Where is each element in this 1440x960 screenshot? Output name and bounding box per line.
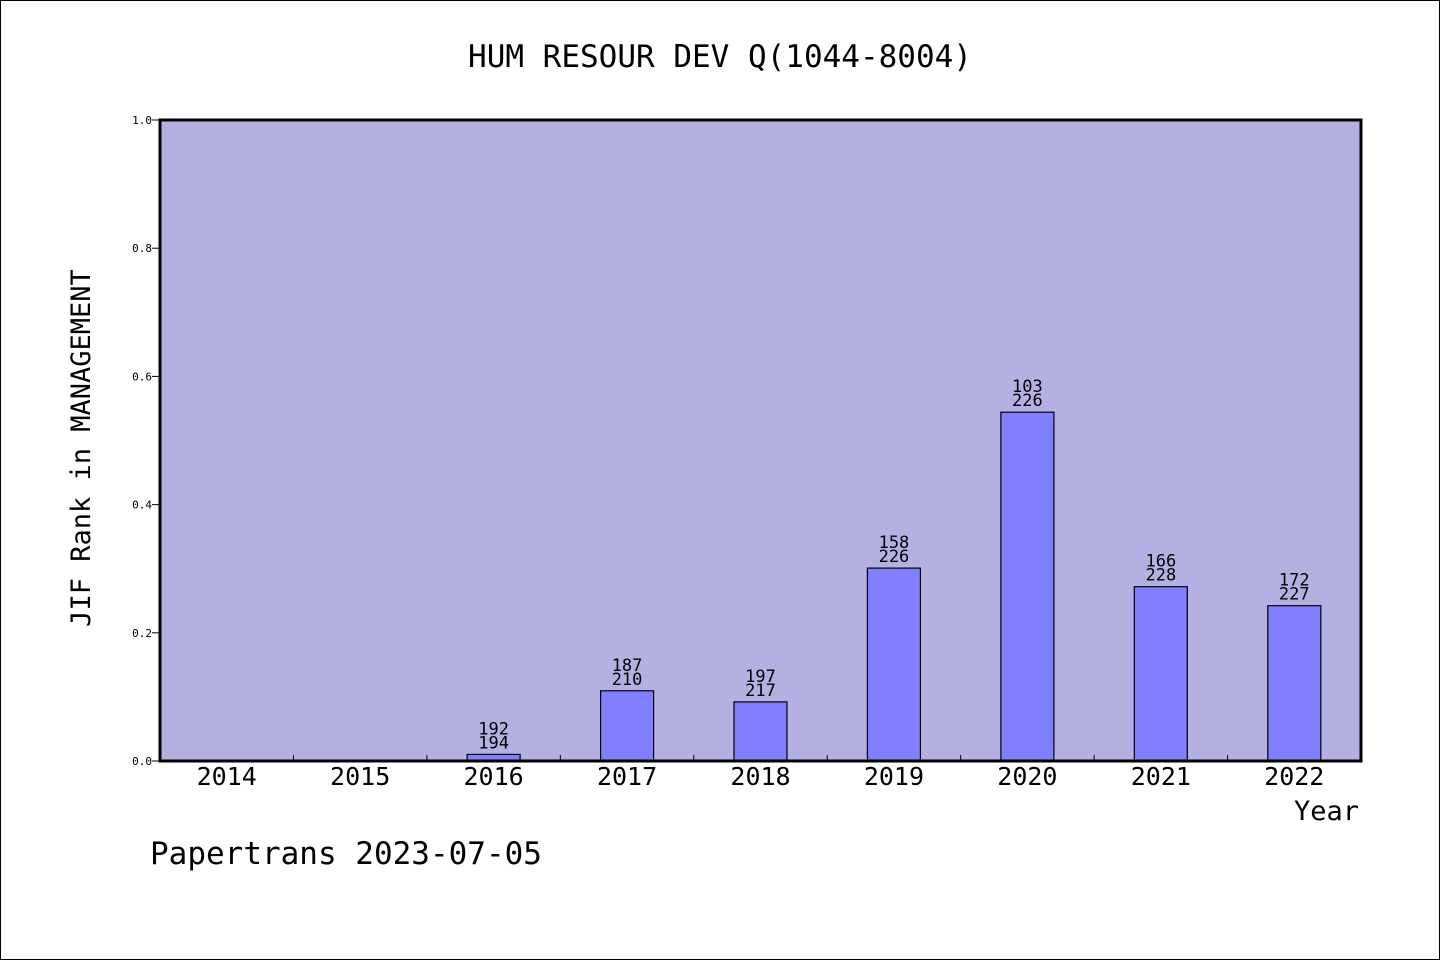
bar-2020	[1000, 411, 1055, 762]
bar-label-rank-2018: 197	[745, 667, 776, 687]
x-tick-label-2021: 2021	[1131, 762, 1191, 791]
bar-label-rank-2017: 187	[612, 656, 643, 676]
y-tick-label: 0.0	[132, 755, 152, 768]
bar-label-total-2016: 194	[478, 733, 509, 753]
bar-label-rank-2019: 158	[879, 533, 910, 553]
bars-group	[466, 411, 1322, 762]
y-axis-label: JIF Rank in MANAGEMENT	[66, 269, 97, 627]
x-tick-label-2014: 2014	[197, 762, 257, 791]
ticks-group: 2014 2015 2016 2017 2018 2019 2020 2021 2022 0.0 0…	[132, 114, 1324, 791]
bar-label-total-2021: 228	[1145, 566, 1176, 586]
y-tick-label: 1.0	[132, 114, 152, 127]
y-tick-label: 0.6	[132, 370, 152, 383]
x-axis-label: Year	[1294, 796, 1359, 827]
y-tick-label: 0.2	[132, 627, 152, 640]
bar-label-total-2020: 226	[1012, 391, 1043, 411]
bar-label-rank-2022: 172	[1279, 571, 1310, 591]
x-tick-label-2017: 2017	[597, 762, 657, 791]
x-tick-label-2016: 2016	[464, 762, 524, 791]
bar-2021	[1133, 586, 1188, 762]
bar-2018	[733, 701, 788, 762]
bar-label-total-2018: 217	[745, 681, 776, 701]
y-tick-label: 0.4	[132, 499, 152, 512]
bar-2019	[866, 567, 922, 762]
bar-2017	[599, 690, 655, 762]
bar-2022	[1267, 605, 1322, 762]
bar-label-rank-2020: 103	[1012, 377, 1043, 397]
bar-label-rank-2021: 166	[1145, 552, 1176, 572]
y-tick-label: 0.8	[132, 242, 152, 255]
bar-label-total-2019: 226	[879, 547, 910, 567]
x-tick-label-2022: 2022	[1264, 762, 1324, 791]
chart-title: HUM RESOUR DEV Q(1044-8004)	[468, 39, 972, 75]
footer-credit: Papertrans 2023-07-05	[150, 836, 542, 872]
bar-label-rank-2016: 192	[478, 719, 509, 739]
x-tick-label-2015: 2015	[330, 762, 390, 791]
bar-label-total-2017: 210	[612, 670, 643, 690]
x-tick-label-2018: 2018	[730, 762, 790, 791]
plot-border	[158, 118, 1363, 763]
bar-label-total-2022: 227	[1279, 585, 1310, 605]
x-tick-label-2020: 2020	[997, 762, 1057, 791]
x-tick-label-2019: 2019	[864, 762, 924, 791]
